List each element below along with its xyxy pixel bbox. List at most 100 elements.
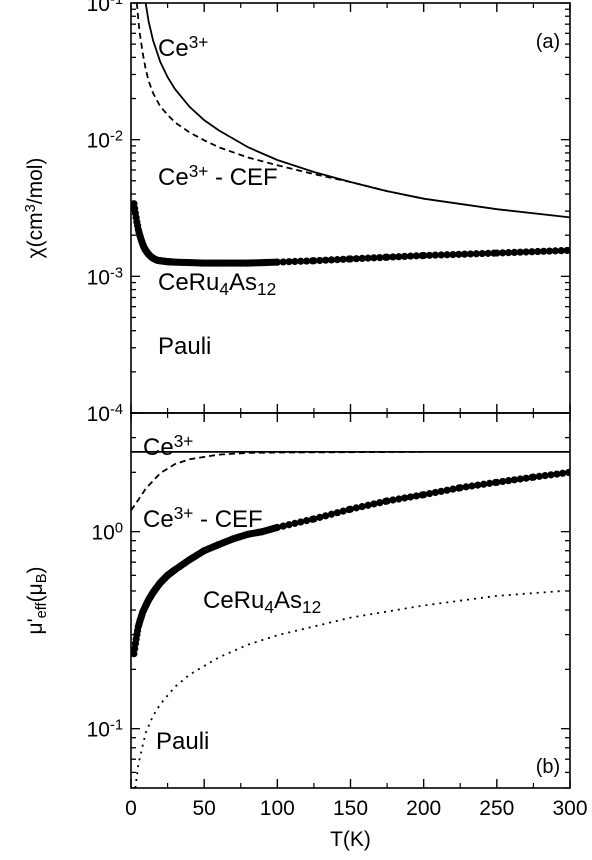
data-point-ceru4as12 xyxy=(358,502,366,511)
data-point-ceru4as12 xyxy=(456,484,464,492)
data-point-ceru4as12 xyxy=(370,254,378,262)
data-point-ceru4as12 xyxy=(352,504,360,512)
data-point-ceru4as12 xyxy=(310,257,318,265)
data-point-ceru4as12 xyxy=(406,252,415,260)
panel-a: 10-1 10-2 10-3 10-4 χ(cm3/mol) Ce3+ Ce3+ - CEF… xyxy=(23,0,571,426)
data-point-ceru4as12 xyxy=(478,249,486,258)
annotation-ce3: Ce3+ xyxy=(158,32,208,62)
x-tick-label: 250 xyxy=(479,797,514,820)
data-point-ceru4as12 xyxy=(480,480,488,488)
x-tick-label: 150 xyxy=(333,797,368,820)
x-tick-label: 0 xyxy=(125,797,137,820)
data-point-ceru4as12 xyxy=(516,248,524,256)
data-point-ceru4as12 xyxy=(364,254,372,262)
data-point-ceru4as12 xyxy=(346,255,355,263)
data-point-ceru4as12 xyxy=(273,523,281,532)
data-point-ceru4as12 xyxy=(545,247,554,255)
data-point-ceru4as12 xyxy=(566,246,570,254)
data-point-ceru4as12 xyxy=(401,252,409,261)
data-point-ceru4as12 xyxy=(297,257,305,265)
data-point-ceru4as12 xyxy=(529,473,538,481)
panel-label: (a) xyxy=(536,31,560,53)
data-point-ceru4as12 xyxy=(406,493,415,501)
data-point-ceru4as12 xyxy=(322,256,330,264)
panel-label: (b) xyxy=(536,756,560,778)
data-point-ceru4as12 xyxy=(316,513,324,521)
data-point-ceru4as12 xyxy=(443,251,451,259)
data-point-ceru4as12 xyxy=(383,253,391,261)
annotation-cef: Ce3+ - CEF xyxy=(143,503,263,533)
data-point-ceru4as12 xyxy=(420,251,428,260)
data-point-ceru4as12 xyxy=(279,258,287,266)
data-point-ceru4as12 xyxy=(553,470,561,478)
data-point-ceru4as12 xyxy=(339,255,347,263)
annotation-pauli: Pauli xyxy=(156,728,209,755)
data-point-ceru4as12 xyxy=(455,250,463,258)
data-point-ceru4as12 xyxy=(364,501,372,509)
y-tick-label: 10-4 xyxy=(87,402,123,426)
data-point-ceru4as12 xyxy=(291,519,299,527)
x-tick-label: 50 xyxy=(192,797,215,820)
annotation-cef: Ce3+ - CEF xyxy=(158,161,278,191)
data-point-ceru4as12 xyxy=(303,517,311,525)
data-point-ceru4as12 xyxy=(510,248,518,257)
x-axis-label: T(K) xyxy=(330,828,371,851)
y-tick-label: 10-1 xyxy=(87,0,123,16)
data-point-ceru4as12 xyxy=(449,250,457,259)
data-point-ceru4as12 xyxy=(449,485,457,493)
data-point-ceru4as12 xyxy=(499,249,507,257)
data-point-ceru4as12 xyxy=(431,251,439,259)
data-point-ceru4as12 xyxy=(420,491,428,499)
data-point-ceru4as12 xyxy=(279,522,287,530)
data-point-ceru4as12 xyxy=(557,247,565,255)
data-point-ceru4as12 xyxy=(383,497,391,505)
y-tick-label: 10-1 xyxy=(87,718,123,742)
data-point-ceru4as12 xyxy=(370,500,378,508)
data-point-ceru4as12 xyxy=(376,253,384,262)
data-point-ceru4as12 xyxy=(461,250,469,258)
data-point-ceru4as12 xyxy=(352,255,360,263)
data-point-ceru4as12 xyxy=(516,475,524,483)
series-line-ce3-cef xyxy=(135,3,424,200)
y-tick-label: 10-2 xyxy=(87,129,123,153)
data-point-ceru4as12 xyxy=(395,495,403,503)
data-point-ceru4as12 xyxy=(534,247,542,256)
data-point-ceru4as12 xyxy=(541,472,549,480)
data-point-ceru4as12 xyxy=(566,468,570,476)
data-point-ceru4as12 xyxy=(499,477,507,486)
data-point-ceru4as12 xyxy=(285,521,293,529)
data-point-ceru4as12 xyxy=(389,496,397,504)
data-point-ceru4as12 xyxy=(437,487,445,495)
data-point-ceru4as12 xyxy=(493,249,501,257)
data-point-ceru4as12 xyxy=(291,257,299,266)
annotation-pauli: Pauli xyxy=(158,333,211,360)
data-point-ceru4as12 xyxy=(472,250,480,258)
data-point-ceru4as12 xyxy=(285,258,293,266)
data-point-ceru4as12 xyxy=(474,481,482,489)
x-tick-label: 100 xyxy=(260,797,295,820)
data-point-ceru4as12 xyxy=(535,472,543,480)
data-point-ceru4as12 xyxy=(339,507,347,515)
data-point-ceru4as12 xyxy=(322,512,330,520)
y-axis-label: μ'eff(μB) xyxy=(24,566,50,634)
panel-b: 0 50 100 150 200 250 300 100 10-1 μ'eff(μB) T(K) Ce… xyxy=(24,412,588,851)
data-point-ceru4as12 xyxy=(504,477,513,485)
plot-area xyxy=(131,3,570,413)
y-tick-label: 10-3 xyxy=(87,266,123,290)
data-point-ceru4as12 xyxy=(327,256,336,264)
data-point-ceru4as12 xyxy=(551,247,559,255)
data-point-ceru4as12 xyxy=(358,254,366,263)
x-tick-label: 200 xyxy=(406,797,441,820)
data-point-ceru4as12 xyxy=(303,257,311,265)
data-point-ceru4as12 xyxy=(468,482,476,490)
data-point-ceru4as12 xyxy=(333,256,341,264)
data-point-ceru4as12 xyxy=(522,248,530,256)
data-point-ceru4as12 xyxy=(510,476,518,484)
data-point-ceru4as12 xyxy=(504,249,513,257)
data-point-ceru4as12 xyxy=(310,515,318,523)
data-point-ceru4as12 xyxy=(466,250,475,258)
data-point-ceru4as12 xyxy=(437,251,445,259)
data-point-ceru4as12 xyxy=(425,251,434,259)
annotation-ceru: CeRu4As12 xyxy=(158,269,276,299)
